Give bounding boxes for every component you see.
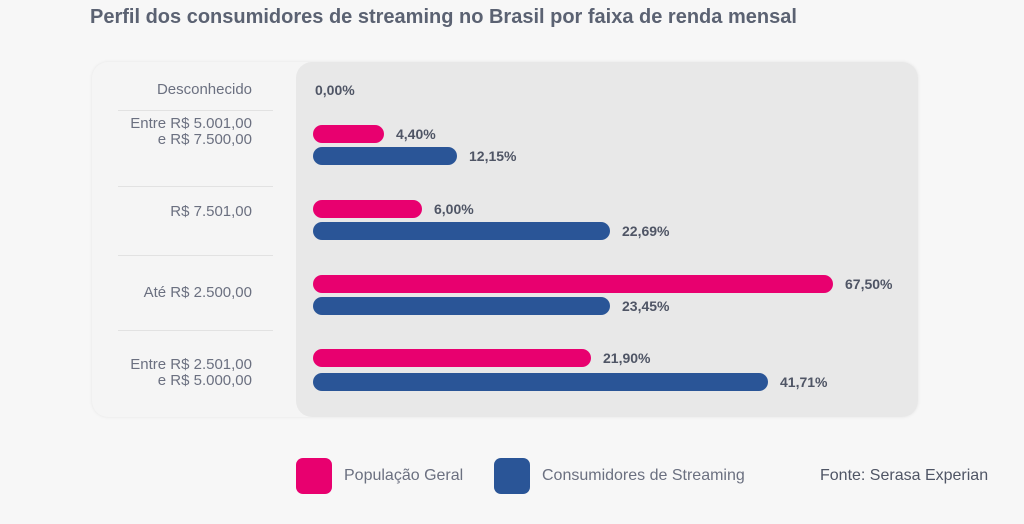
streaming-value-label: 12,15% bbox=[469, 148, 517, 164]
streaming-bar bbox=[313, 373, 768, 391]
category-label: e R$ 5.000,00 bbox=[157, 372, 252, 389]
row-divider bbox=[118, 255, 273, 256]
populacao-value-label: 4,40% bbox=[396, 126, 436, 142]
chart-title: Perfil dos consumidores de streaming no … bbox=[90, 6, 797, 28]
populacao-value-label: 6,00% bbox=[434, 201, 474, 217]
populacao-bar bbox=[313, 349, 591, 367]
legend-swatch-populacao-geral bbox=[296, 458, 332, 494]
category-label: e R$ 7.500,00 bbox=[157, 131, 252, 148]
legend-label-consumidores: Consumidores de Streaming bbox=[542, 467, 745, 484]
streaming-bar bbox=[313, 297, 610, 315]
populacao-value-label: 67,50% bbox=[845, 276, 893, 292]
row-divider bbox=[118, 186, 273, 187]
row-divider bbox=[118, 330, 273, 331]
populacao-value-label: 21,90% bbox=[603, 350, 651, 366]
populacao-bar bbox=[313, 275, 833, 293]
category-label: Desconhecido bbox=[156, 81, 252, 98]
populacao-bar bbox=[313, 125, 384, 143]
streaming-value-label: 0,00% bbox=[315, 82, 355, 98]
populacao-bar bbox=[313, 200, 422, 218]
row-divider bbox=[118, 110, 273, 111]
legend-label-populacao-geral: População Geral bbox=[344, 467, 464, 484]
streaming-value-label: 22,69% bbox=[622, 223, 670, 239]
category-label: R$ 7.501,00 bbox=[170, 203, 252, 220]
streaming-value-label: 41,71% bbox=[780, 374, 828, 390]
category-label: Entre R$ 5.001,00 bbox=[130, 115, 252, 132]
category-label: Entre R$ 2.501,00 bbox=[130, 356, 252, 373]
streaming-bar bbox=[313, 147, 457, 165]
source-note: Fonte: Serasa Experian bbox=[820, 467, 989, 484]
streaming-value-label: 23,45% bbox=[622, 298, 670, 314]
streaming-bar bbox=[313, 222, 610, 240]
category-label: Até R$ 2.500,00 bbox=[143, 284, 252, 301]
legend-swatch-consumidores bbox=[494, 458, 530, 494]
